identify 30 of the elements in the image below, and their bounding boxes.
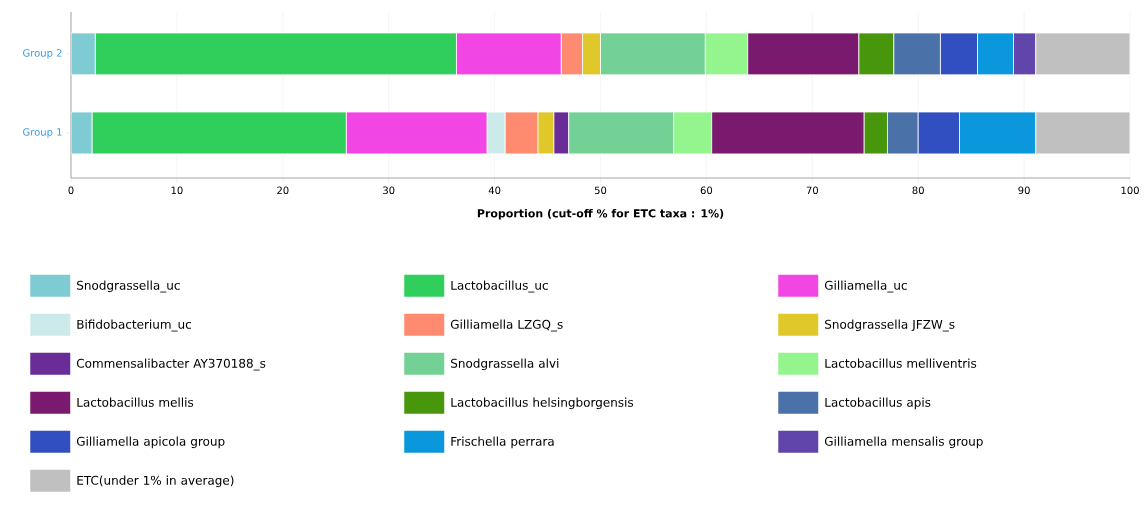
legend-label: Lactobacillus mellis [77,397,194,407]
x-tick-label: 70 [806,186,819,195]
legend-label: Gilliamella_uc [824,280,907,293]
y-tick-label: Group 2 [23,49,62,59]
legend-label: Frischella perrara [451,436,554,449]
y-tick-label: Group 1 [23,128,62,138]
legend-label: Snodgrassella JFZW_s [825,319,955,332]
x-tick-label: 10 [171,186,183,195]
legend-label: Gilliamella apicola group [76,436,225,449]
legend-label: ETC(under 1% in average) [77,475,234,488]
legend-label: Snodgrassella alvi [451,358,559,371]
legend-label: Lactobacillus helsingborgensis [451,397,634,410]
x-tick-label: 30 [383,186,395,195]
legend-label: Commensalibacter AY370188_s [76,358,266,371]
x-tick-label: 0 [68,186,74,195]
x-tick-label: 50 [594,186,607,195]
x-tick-label: 20 [277,186,289,195]
legend-label: Lactobacillus melliventris [825,358,977,368]
legend-label: Gilliamella mensalis group [824,436,983,449]
legend-label: Gilliamella LZGQ_s [450,319,563,332]
legend-label: Lactobacillus_uc [451,280,548,293]
x-axis-title: Proportion (cut-off % for ETC taxa : 1%) [477,208,724,220]
legend-label: Snodgrassella_uc [77,280,180,293]
x-tick-label: 60 [700,186,713,195]
x-tick-label: 100 [1121,186,1139,195]
x-tick-label: 80 [912,186,924,195]
x-tick-label: 90 [1018,186,1030,195]
legend-label: Lactobacillus apis [825,397,931,410]
legend-label: Bifidobacterium_uc [77,319,192,332]
x-tick-label: 40 [488,186,501,195]
